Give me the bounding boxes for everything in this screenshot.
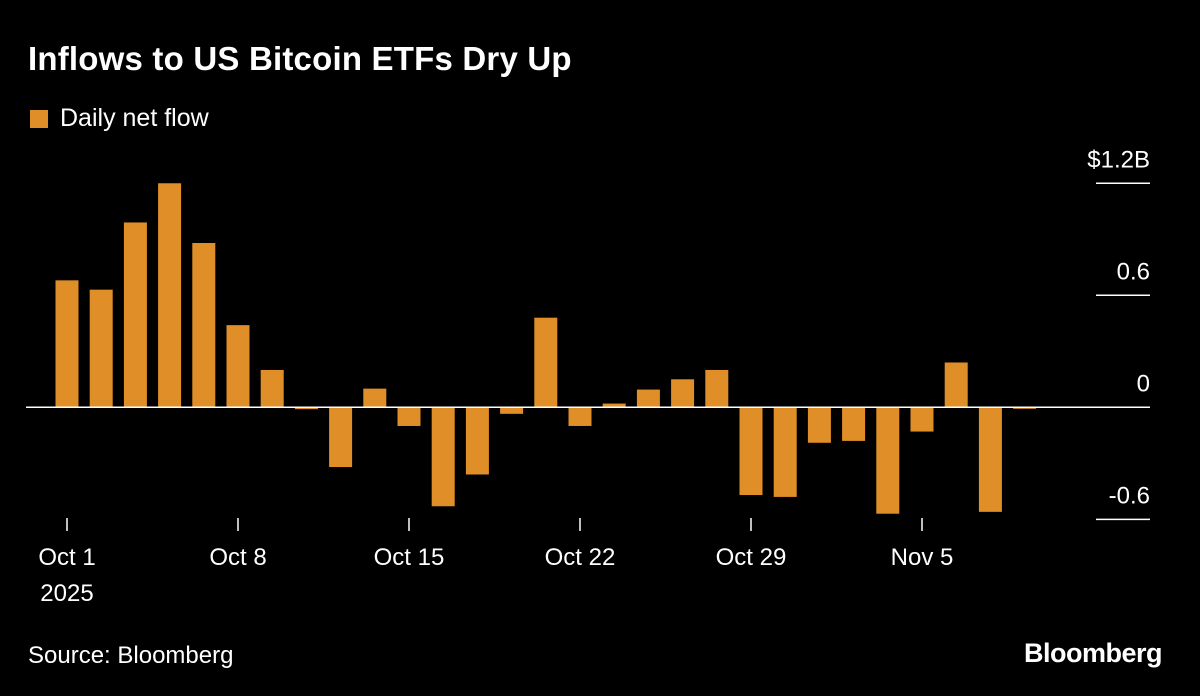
bar-nov-5: [910, 407, 934, 432]
bar-oct-28: [705, 369, 729, 408]
y-tick-label: 0: [1137, 370, 1150, 397]
bar-oct-7: [192, 243, 216, 408]
bar-oct-3: [123, 222, 147, 408]
bar-nov-7: [978, 407, 1002, 512]
legend-swatch: [30, 109, 48, 128]
bar-oct-23: [602, 403, 626, 408]
source-note: Source: Bloomberg: [28, 642, 234, 669]
x-tick-label: Oct 1: [38, 544, 95, 571]
bar-oct-6: [158, 183, 182, 408]
chart-title: Inflows to US Bitcoin ETFs Dry Up: [28, 40, 572, 77]
legend: Daily net flow: [30, 104, 209, 133]
bar-oct-8: [226, 325, 250, 408]
bar-oct-24: [636, 389, 660, 408]
bar-oct-9: [260, 369, 284, 408]
x-tick-label: Oct 29: [716, 544, 787, 571]
bar-oct-13: [329, 407, 353, 468]
bar-oct-20: [500, 407, 524, 414]
bar-oct-22: [568, 407, 592, 426]
x-tick-label: Oct 8: [209, 544, 266, 571]
bar-oct-21: [534, 317, 558, 408]
x-tick-label: Oct 15: [374, 544, 445, 571]
bar-nov-6: [944, 362, 968, 408]
bar-oct-31: [807, 407, 831, 443]
bar-oct-30: [773, 407, 797, 497]
bar-oct-15: [397, 407, 421, 426]
bar-oct-17: [465, 407, 489, 475]
bar-oct-10: [294, 407, 318, 410]
bloomberg-logo: Bloomberg: [1023, 638, 1163, 668]
bar-oct-16: [431, 407, 455, 507]
bar-oct-1: [55, 280, 79, 408]
bar-nov-4: [876, 407, 900, 514]
bar-oct-27: [671, 379, 695, 408]
y-tick-label: -0.6: [1109, 482, 1150, 509]
legend-label: Daily net flow: [60, 104, 209, 132]
bar-oct-2: [89, 289, 113, 408]
x-tick-label: Oct 22: [545, 544, 616, 571]
bar-oct-14: [363, 388, 387, 408]
x-tick-label: Nov 5: [891, 544, 954, 571]
bar-nov-3: [842, 407, 866, 441]
bar-oct-29: [739, 407, 763, 496]
y-tick-label: 0.6: [1117, 258, 1150, 285]
y-tick-label: $1.2B: [1087, 146, 1150, 173]
x-tick-year-label: 2025: [40, 580, 93, 607]
